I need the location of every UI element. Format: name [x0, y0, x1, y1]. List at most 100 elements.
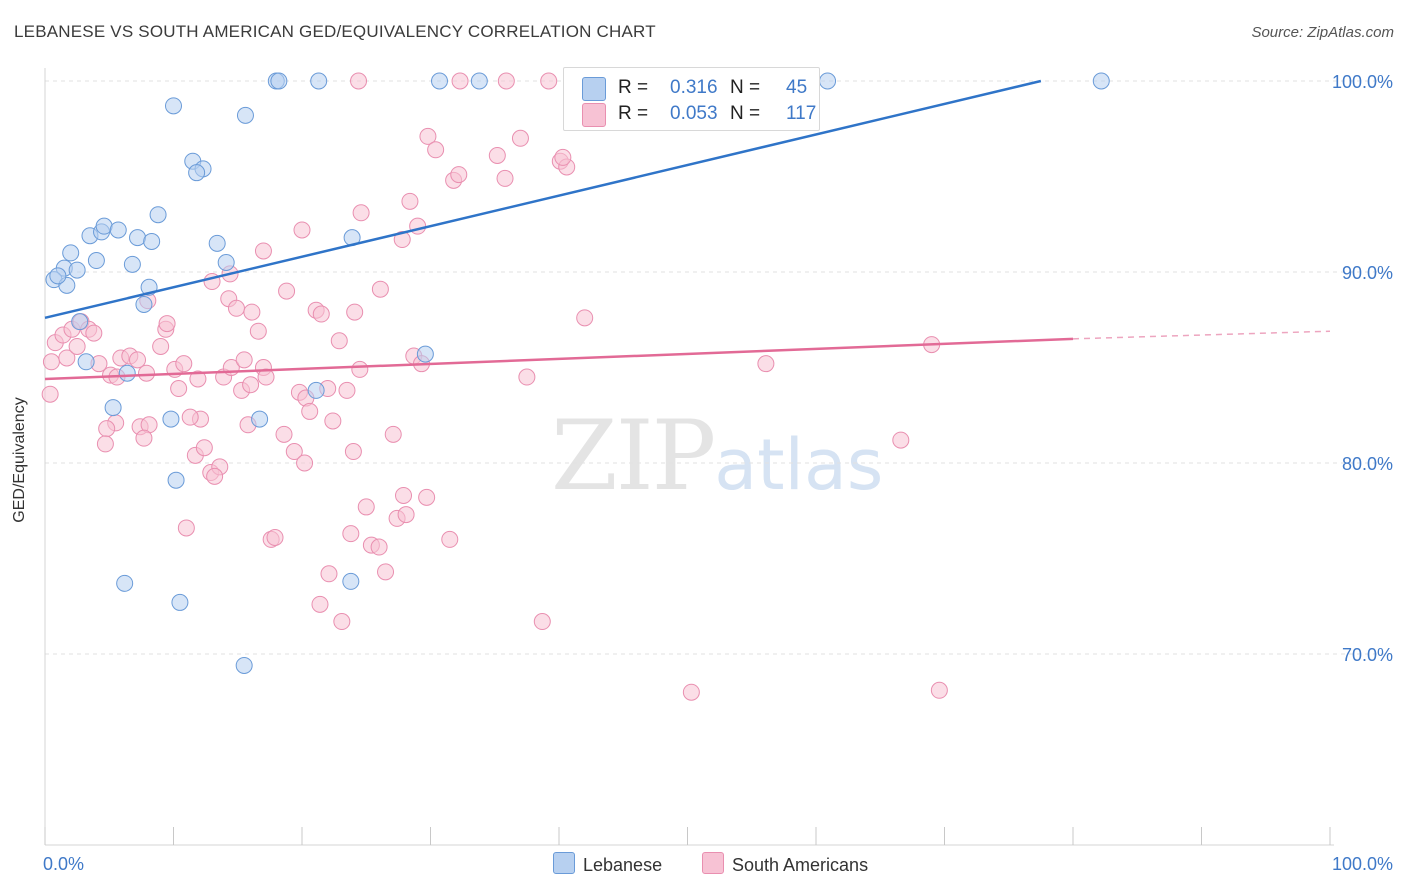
n-label: N =	[730, 103, 761, 124]
legend-item-lebanese[interactable]: Lebanese	[553, 852, 662, 876]
n-value: 45	[786, 77, 808, 98]
lebanese-point	[430, 72, 448, 90]
south-americans-point	[254, 242, 272, 260]
south-americans-point	[242, 376, 260, 394]
south-americans-point	[285, 443, 303, 461]
lebanese-point	[49, 267, 67, 285]
lebanese-point	[167, 471, 185, 489]
south-americans-point	[344, 443, 362, 461]
south-americans-point	[397, 506, 415, 524]
south-americans-point	[68, 337, 86, 355]
south-americans-point	[58, 349, 76, 367]
y-tick-label: 100.0%	[1332, 72, 1393, 92]
south-americans-point	[384, 425, 402, 443]
south-americans-point	[395, 486, 413, 504]
n-label: N =	[730, 77, 761, 98]
south-americans-point	[338, 381, 356, 399]
x-tick-label: 100.0%	[1332, 854, 1393, 874]
lebanese-point	[77, 353, 95, 371]
south-americans-point	[138, 364, 156, 382]
lebanese-point	[68, 261, 86, 279]
lebanese-point	[104, 399, 122, 417]
south-americans-point	[296, 454, 314, 472]
south-americans-point	[342, 525, 360, 543]
south-americans-point	[181, 408, 199, 426]
south-americans-point	[177, 519, 195, 537]
south-americans-point	[324, 412, 342, 430]
n-value: 117	[786, 103, 817, 124]
south-americans-point	[511, 129, 529, 147]
south-americans-point	[346, 303, 364, 321]
south-americans-point	[206, 467, 224, 485]
south-americans-point	[42, 353, 60, 371]
south-americans-point	[129, 351, 147, 369]
south-americans-point	[682, 683, 700, 701]
south-americans-point	[357, 498, 375, 516]
lebanese-point	[416, 345, 434, 363]
r-value: 0.316	[670, 77, 718, 98]
south-americans-point	[496, 169, 514, 187]
y-tick-label: 70.0%	[1342, 645, 1393, 665]
south-americans-point	[450, 166, 468, 184]
lebanese-trend-line	[44, 79, 1042, 320]
lebanese-point	[143, 232, 161, 250]
lebanese-point	[123, 255, 141, 273]
lebanese-point	[310, 72, 328, 90]
lebanese-legend-swatch	[553, 852, 575, 874]
lebanese-point	[217, 253, 235, 271]
lebanese-point	[208, 234, 226, 252]
watermark-atlas: atlas	[714, 424, 884, 506]
lebanese-point	[470, 72, 488, 90]
chart-title: LEBANESE VS SOUTH AMERICAN GED/EQUIVALEN…	[14, 22, 656, 41]
south-americans-point	[235, 351, 253, 369]
south-americans-point	[293, 221, 311, 239]
south-americans-point	[330, 332, 348, 350]
south-americans-point	[152, 337, 170, 355]
south-americans-point	[311, 595, 329, 613]
x-tick-label: 0.0%	[43, 854, 84, 874]
south-americans-point	[85, 324, 103, 342]
lebanese-point	[165, 97, 182, 115]
south-americans-point	[275, 425, 293, 443]
south-americans-point	[497, 72, 515, 90]
south-americans-point	[554, 148, 572, 166]
south-americans-point	[278, 282, 296, 300]
south-americans-point	[266, 528, 284, 546]
south-americans-point	[227, 299, 245, 317]
stats-legend: R = 0.316 N = 45 R = 0.053 N = 117	[563, 67, 820, 131]
lebanese-point	[135, 295, 153, 313]
south-americans-legend-label: South Americans	[732, 855, 869, 875]
lebanese-point	[307, 381, 325, 399]
south-americans-point	[757, 355, 775, 373]
watermark: ZIPatlas	[551, 400, 883, 512]
south-americans-trend-extension	[1072, 330, 1331, 340]
lebanese-point	[95, 217, 113, 235]
south-americans-point	[352, 204, 370, 222]
south-americans-point	[892, 431, 910, 449]
south-americans-point	[312, 305, 330, 323]
south-americans-point	[518, 368, 536, 386]
lebanese-point	[162, 410, 180, 428]
r-label: R =	[618, 77, 649, 98]
lebanese-point	[129, 229, 147, 247]
source-credit[interactable]: Source: ZipAtlas.com	[1251, 24, 1394, 41]
south-americans-point	[41, 385, 59, 403]
south-americans-point	[419, 127, 437, 145]
south-americans-point	[249, 322, 267, 340]
lebanese-point	[236, 106, 254, 124]
lebanese-point	[342, 572, 360, 590]
south-americans-point	[333, 613, 351, 631]
lebanese-point	[251, 410, 269, 428]
south-americans-point	[243, 303, 261, 321]
south-americans-point	[135, 429, 153, 447]
south-americans-swatch	[582, 103, 606, 127]
south-americans-point	[533, 613, 551, 631]
legend-item-south-americans[interactable]: South Americans	[702, 852, 868, 876]
south-americans-point	[351, 360, 369, 378]
south-americans-point	[170, 380, 188, 398]
south-americans-point	[540, 72, 558, 90]
south-americans-point	[350, 72, 368, 90]
lebanese-point	[109, 221, 127, 239]
lebanese-point	[235, 656, 253, 674]
